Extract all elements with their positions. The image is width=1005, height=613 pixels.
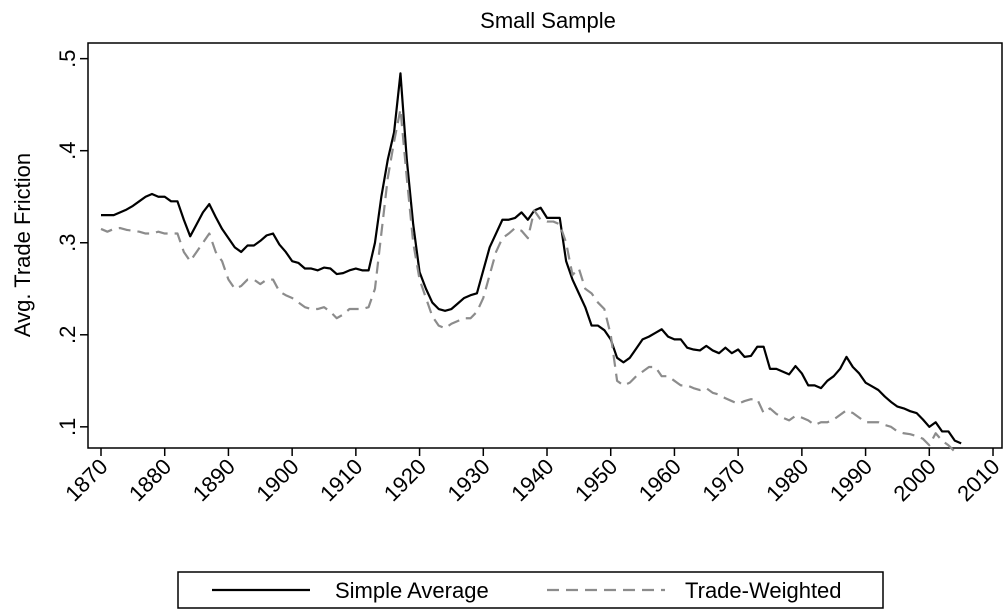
y-tick-label: .3 xyxy=(55,234,80,252)
legend-label: Trade-Weighted xyxy=(685,578,842,603)
chart-title: Small Sample xyxy=(480,8,616,33)
legend-box xyxy=(177,571,884,609)
data-line xyxy=(101,72,962,445)
data-line xyxy=(100,108,956,453)
y-axis-label: Avg. Trade Friction xyxy=(10,153,35,337)
y-tick-label: .1 xyxy=(55,418,80,436)
plot-frame xyxy=(87,42,1003,449)
y-tick-label: .2 xyxy=(55,326,80,344)
y-tick-label: .5 xyxy=(55,49,80,67)
legend-label: Simple Average xyxy=(335,578,489,603)
y-tick-label: .4 xyxy=(55,142,80,160)
